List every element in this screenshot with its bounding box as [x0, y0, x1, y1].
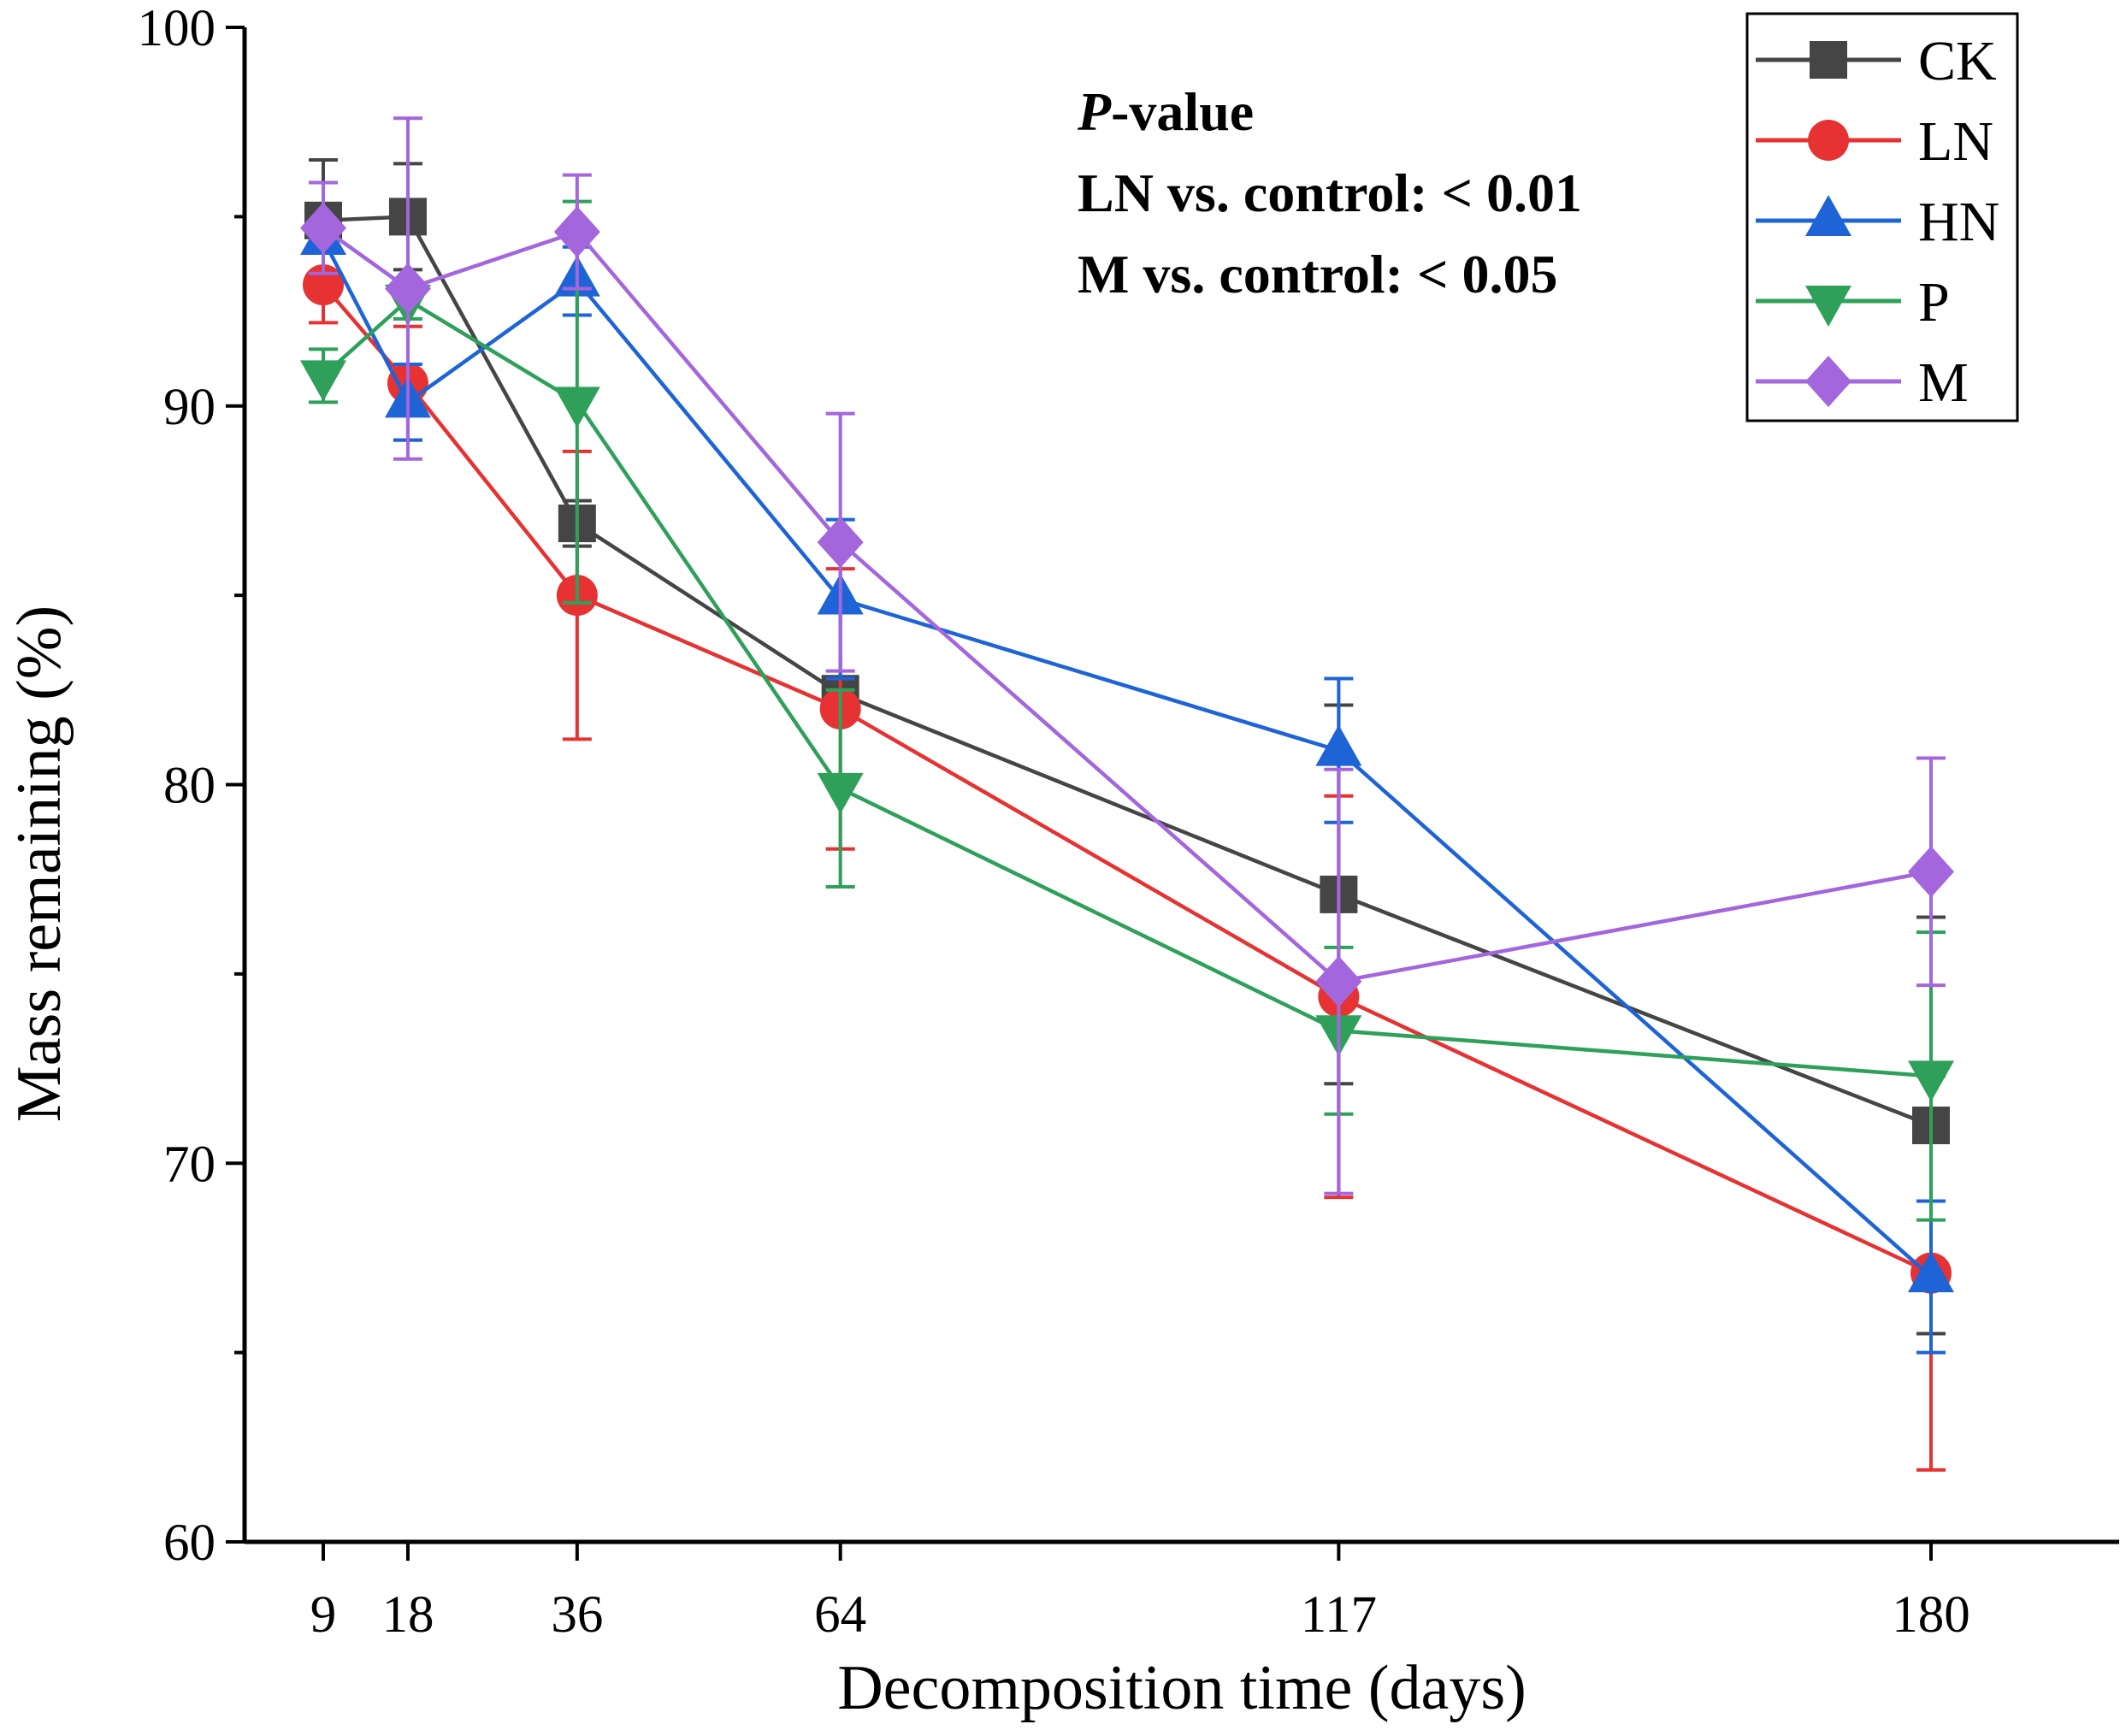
annotation-title-italic: P: [1077, 81, 1112, 142]
y-tick-label: 100: [138, 0, 216, 57]
x-tick-label: 18: [381, 1586, 434, 1644]
series-ck: [304, 157, 1950, 1336]
legend-marker: [1805, 356, 1851, 407]
legend-marker: [1810, 41, 1847, 79]
x-axis-title: Decomposition time (days): [837, 1653, 1527, 1723]
y-tick-label: 80: [163, 758, 216, 815]
annotation: P-value LN vs. control: < 0.01 M vs. con…: [1077, 81, 1582, 304]
legend-label: HN: [1918, 191, 1999, 253]
data-point: [300, 360, 346, 402]
series-line: [322, 283, 1932, 1275]
x-tick-label: 64: [814, 1586, 866, 1644]
legend: CK LN HN PM: [1745, 12, 2019, 422]
data-point: [1908, 1251, 1954, 1293]
annotation-line-1: LN vs. control: < 0.01: [1078, 162, 1582, 223]
data-point: [300, 202, 346, 254]
series-line: [322, 226, 1932, 984]
legend-box: [1745, 12, 2019, 422]
series-p: [300, 199, 1954, 1222]
y-axis-title: Mass remaining (%): [4, 605, 74, 1122]
legend-label: LN: [1918, 110, 1993, 173]
annotation-title: P-value: [1077, 81, 1254, 142]
y-ticks: 60 70 80 90 100: [138, 0, 245, 1572]
legend-label: P: [1918, 271, 1950, 334]
series-layer: [300, 116, 1954, 1472]
legend-item-m: M: [1756, 351, 1969, 414]
legend-marker: [1805, 195, 1851, 236]
series-ln: [303, 245, 1952, 1472]
legend-label: M: [1918, 351, 1969, 414]
legend-item-ck: CK: [1756, 30, 1997, 92]
data-point: [817, 517, 864, 569]
data-point: [817, 772, 864, 814]
series-line: [322, 297, 1932, 1078]
legend-items: CK LN HN PM: [1756, 30, 1999, 414]
data-point: [1315, 724, 1362, 766]
series-line: [322, 238, 1933, 1278]
x-tick-label: 36: [551, 1586, 603, 1644]
y-tick-label: 60: [163, 1515, 216, 1572]
y-tick-label: 90: [163, 379, 216, 436]
annotation-title-rest: -value: [1111, 81, 1254, 142]
x-tick-label: 117: [1301, 1586, 1377, 1644]
x-tick-label: 180: [1892, 1586, 1970, 1644]
data-point: [1315, 955, 1362, 1007]
data-point: [553, 206, 600, 258]
legend-marker: [1805, 286, 1851, 327]
legend-item-p: P: [1756, 271, 1950, 334]
series-line: [322, 215, 1932, 1128]
annotation-line-2: M vs. control: < 0.05: [1078, 244, 1557, 304]
legend-item-hn: HN: [1756, 191, 1999, 253]
x-ticks: 9 18 36 64 117 180: [310, 1542, 1970, 1644]
data-point: [384, 263, 431, 315]
data-point: [1908, 1060, 1954, 1102]
data-point: [553, 387, 600, 428]
series-m: [300, 116, 1954, 1196]
legend-item-ln: LN: [1756, 110, 1993, 173]
data-point: [1908, 846, 1954, 898]
legend-label: CK: [1918, 30, 1997, 92]
x-tick-label: 9: [310, 1586, 337, 1644]
y-tick-label: 70: [163, 1136, 216, 1193]
legend-marker: [1808, 120, 1849, 161]
